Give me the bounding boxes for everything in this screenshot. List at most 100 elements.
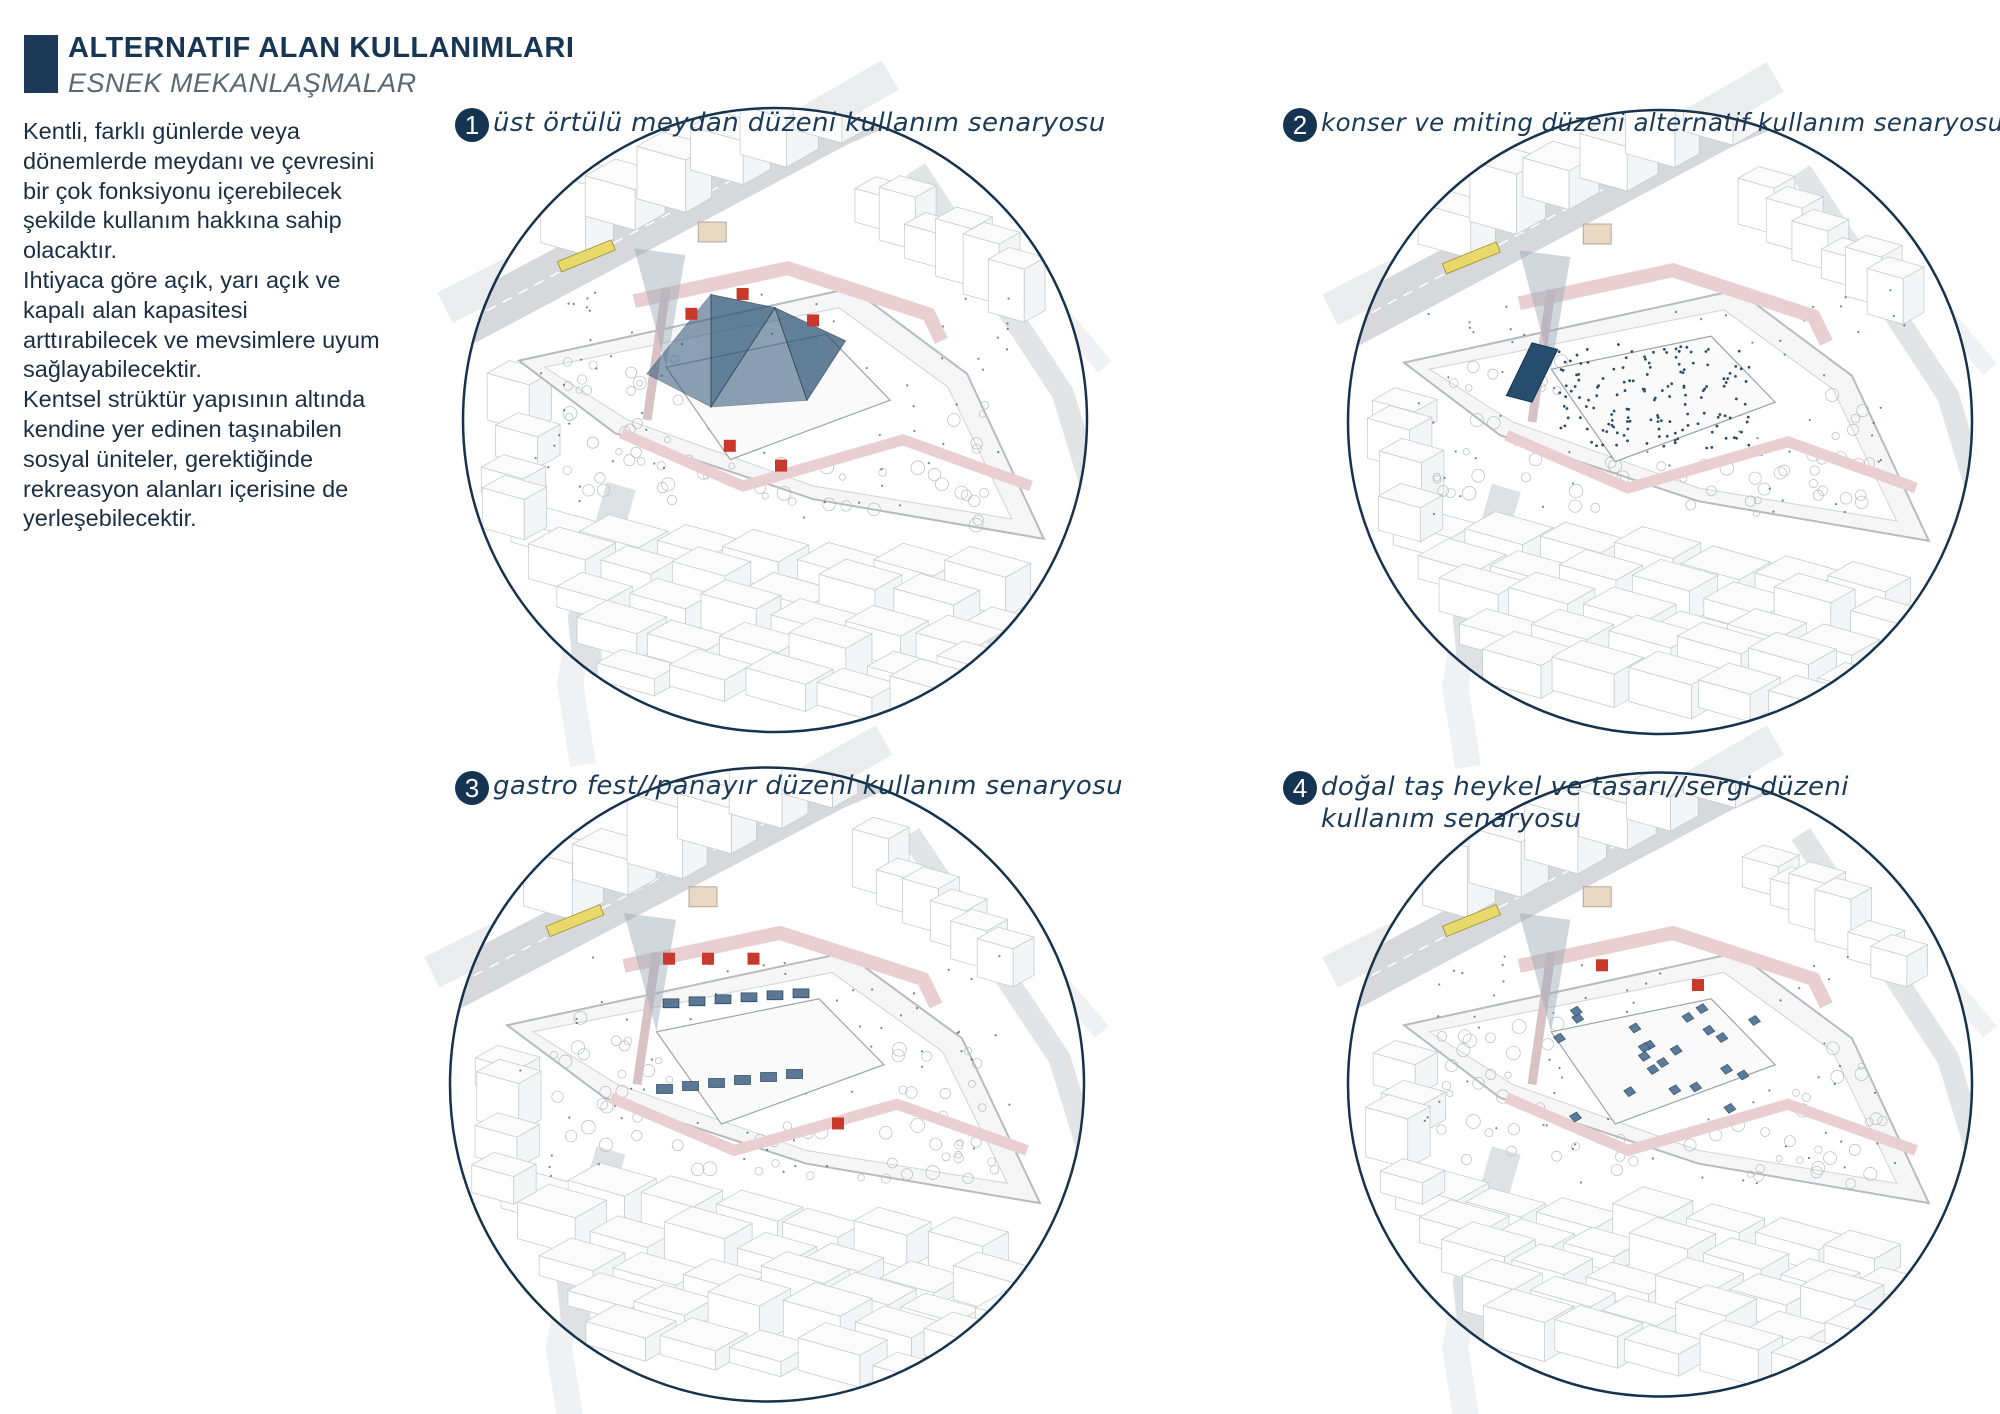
person	[1659, 972, 1662, 975]
person	[1668, 464, 1671, 467]
tree	[867, 502, 881, 517]
building	[1379, 1158, 1446, 1205]
tree	[761, 492, 769, 500]
tree	[1506, 1145, 1517, 1157]
structure-mast	[1519, 913, 1571, 1032]
tree	[1850, 413, 1861, 424]
person	[1827, 978, 1831, 981]
tree	[581, 385, 593, 396]
person	[1784, 1145, 1788, 1148]
tree	[1485, 1069, 1497, 1080]
tree	[1432, 474, 1442, 484]
tree	[972, 514, 984, 526]
person	[1646, 450, 1649, 453]
crowd-person	[1653, 398, 1656, 402]
person	[1492, 994, 1496, 997]
tree	[1460, 1153, 1472, 1165]
tree	[910, 460, 925, 475]
crowd-person	[1644, 357, 1647, 361]
person	[1005, 348, 1009, 351]
crowd-person	[1668, 395, 1672, 398]
person	[567, 302, 570, 305]
tree	[1628, 1156, 1639, 1167]
crowd-person	[1739, 367, 1743, 371]
person	[578, 499, 581, 503]
person	[1502, 980, 1505, 983]
scenario-label: konser ve miting düzeni alternatif kulla…	[1321, 108, 2000, 137]
stalls-layout	[656, 952, 844, 1130]
person	[1503, 955, 1506, 958]
crowd-person	[1610, 423, 1614, 427]
tree	[618, 1040, 630, 1052]
person	[1501, 963, 1504, 967]
tree	[565, 412, 574, 422]
crowd-person	[1615, 431, 1619, 435]
person	[1571, 482, 1575, 485]
crowd-person	[1681, 428, 1685, 432]
person	[912, 405, 915, 408]
sculpture	[1747, 1015, 1761, 1026]
person	[1006, 322, 1009, 325]
tree	[925, 1165, 940, 1180]
tree	[631, 418, 643, 429]
tree	[1504, 1071, 1512, 1079]
tree	[1437, 485, 1449, 497]
tree	[1814, 1145, 1823, 1154]
crowd-person	[1677, 349, 1681, 353]
crowd-person	[1645, 373, 1649, 376]
crowd-person	[1626, 427, 1630, 431]
social-unit	[832, 1117, 844, 1130]
crowd-person	[1657, 427, 1661, 431]
tree	[978, 410, 987, 418]
crowd-person	[1559, 368, 1563, 371]
person	[1423, 1119, 1426, 1122]
person	[1807, 1156, 1811, 1160]
crowd-person	[1682, 386, 1686, 389]
person	[1894, 1161, 1897, 1165]
crowd-person	[1691, 361, 1695, 365]
person	[1812, 305, 1815, 308]
crowd-person	[1601, 377, 1605, 380]
intro-line: rekreasyon alanları içerisine de	[23, 475, 349, 502]
building	[1816, 661, 1907, 714]
crowd-person	[1562, 404, 1566, 408]
elevated-walkway	[642, 287, 671, 421]
site-plan-drawing	[424, 725, 1109, 1414]
tree	[979, 487, 989, 498]
tree	[805, 1171, 815, 1180]
tree	[1854, 1067, 1869, 1081]
person	[1459, 495, 1462, 498]
person	[1006, 327, 1009, 331]
elevated-walkway	[1517, 262, 1833, 346]
market-stall	[656, 1084, 673, 1094]
crowd-person	[1737, 349, 1741, 353]
elevated-walkway	[1504, 430, 1918, 494]
tree	[1808, 479, 1818, 488]
crowd-person	[1716, 415, 1720, 419]
tree	[1753, 1171, 1764, 1182]
person	[1839, 305, 1843, 308]
building	[1767, 674, 1851, 734]
person	[832, 320, 835, 323]
intro-line: Kentsel strüktür yapısının altında	[23, 386, 366, 413]
crowd-person	[1645, 442, 1649, 445]
page-title: ALTERNATIF ALAN KULLANIMLARI	[68, 32, 575, 64]
person	[1495, 1127, 1498, 1130]
person	[1844, 296, 1847, 299]
tree	[1812, 489, 1824, 501]
intro-line: kendine yer edinen taşınabilen	[23, 415, 342, 442]
person	[630, 331, 634, 334]
person	[1580, 964, 1584, 967]
tree	[1590, 502, 1601, 513]
crowd-person	[1559, 426, 1563, 430]
person	[972, 1147, 976, 1150]
scenario-number-badge: 4	[1283, 771, 1317, 805]
person	[1499, 414, 1502, 417]
person	[534, 456, 537, 460]
tree	[1855, 495, 1869, 509]
intro-line: Kentli, farklı günlerde veya	[23, 118, 300, 144]
elevated-walkway	[1504, 1092, 1918, 1157]
site-plan-drawing	[1322, 725, 1997, 1414]
crowd-person	[1734, 375, 1737, 378]
person	[913, 992, 916, 995]
